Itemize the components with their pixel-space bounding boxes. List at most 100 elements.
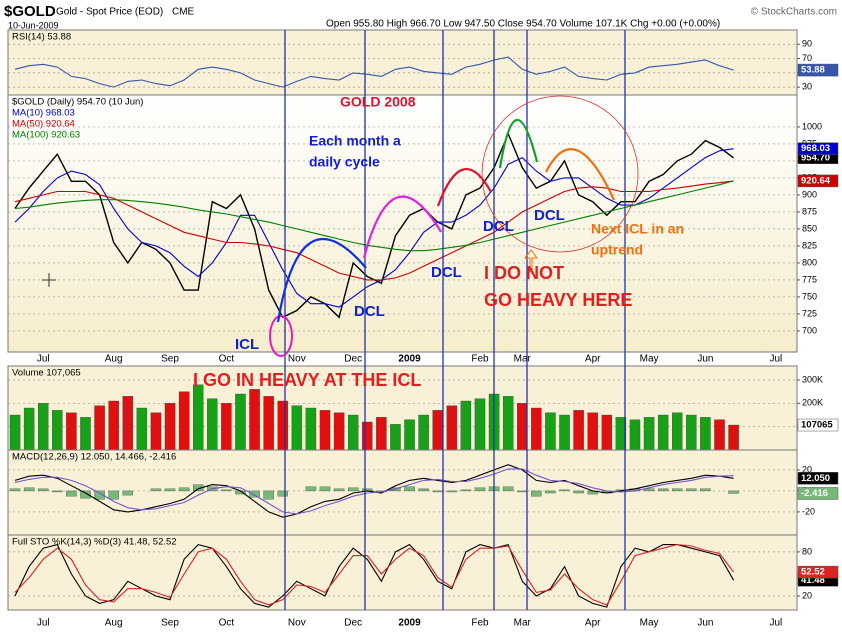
bar: [52, 410, 63, 451]
bar: [601, 414, 613, 451]
bar: [517, 403, 528, 451]
exchange: CME: [172, 7, 195, 18]
icl-circle: [269, 315, 293, 357]
annotation: I DO NOT: [484, 263, 564, 283]
bar: [573, 490, 584, 494]
arrow: [524, 249, 538, 273]
bar: [686, 414, 697, 451]
x-tick-label: Feb: [471, 618, 489, 629]
cycle-arc: [276, 237, 367, 323]
bar: [446, 405, 458, 451]
series-line: [14, 468, 734, 515]
bar: [714, 419, 725, 451]
bar: [164, 403, 176, 451]
x-tick-label: Oct: [219, 354, 235, 365]
bar: [502, 396, 514, 451]
bar: [418, 488, 429, 492]
x-tick-label: Jun: [697, 618, 713, 629]
bar: [474, 398, 486, 451]
bar: [432, 410, 443, 451]
bar: [150, 412, 162, 451]
last-value-label: 954.70: [801, 152, 830, 163]
series-line: [14, 544, 735, 606]
x-tick-label: Apr: [585, 618, 601, 629]
bar: [390, 424, 401, 451]
x-tick-label: Jul: [769, 618, 782, 629]
bar: [207, 398, 218, 451]
cycle-arc: [436, 168, 492, 207]
quote: Open 955.80 High 966.70 Low 947.50 Close…: [326, 19, 720, 30]
legend-text: Volume 107,065: [12, 368, 81, 379]
bar: [277, 490, 288, 497]
y-tick-label: 70: [802, 53, 812, 63]
last-value-box: [797, 63, 839, 77]
bar: [376, 417, 387, 451]
x-tick-label: 2009: [398, 618, 421, 629]
last-value-box: [797, 418, 839, 432]
bar: [80, 417, 91, 451]
y-tick-label: 700: [802, 325, 817, 335]
x-tick-label: Sep: [161, 354, 179, 365]
y-tick-label: 90: [802, 39, 812, 49]
x-tick-label: Nov: [288, 618, 306, 629]
legend-entry: MA(50) 920.64: [12, 119, 75, 130]
bar: [277, 400, 288, 451]
x-tick-label: Dec: [344, 618, 362, 629]
bar: [221, 403, 232, 451]
bar: [150, 488, 162, 492]
series-line: [14, 56, 734, 88]
bar: [9, 414, 21, 451]
y-tick-label: 300K: [802, 374, 823, 384]
last-value-box: [797, 565, 839, 579]
bar: [418, 414, 429, 451]
x-tick-label: Mar: [514, 354, 532, 365]
bar: [460, 489, 472, 492]
bar: [559, 414, 570, 451]
big-circle: [481, 95, 639, 253]
x-tick-label: Jun: [697, 354, 713, 365]
bar: [136, 407, 148, 451]
bar: [178, 391, 190, 451]
bar: [305, 407, 317, 451]
bar: [94, 490, 105, 500]
bar: [517, 490, 528, 493]
bar: [38, 403, 49, 451]
last-value-box: [797, 142, 839, 155]
bar: [9, 488, 21, 492]
bar: [249, 490, 260, 498]
bar: [23, 487, 35, 492]
panel: [7, 29, 798, 96]
bar: [94, 405, 105, 451]
bar: [319, 410, 331, 451]
y-tick-label: 80: [802, 546, 812, 556]
x-tick-label: May: [640, 354, 659, 365]
x-tick-label: Aug: [105, 354, 123, 365]
bar: [249, 389, 260, 451]
y-tick-label: 20: [802, 464, 812, 474]
annotation: ICL: [235, 336, 259, 353]
x-tick-label: Feb: [471, 354, 489, 365]
x-tick-label: Apr: [585, 354, 601, 365]
bar: [446, 490, 458, 493]
y-tick-label: 200K: [802, 398, 823, 408]
bar: [559, 489, 570, 492]
bar: [122, 396, 133, 451]
annotation: I GO IN HEAVY AT THE ICL: [193, 370, 421, 390]
cycle-arc: [545, 148, 615, 201]
panel: [7, 94, 798, 353]
last-value-box: [797, 174, 839, 188]
bar: [657, 488, 669, 492]
bar: [728, 490, 739, 494]
bar: [700, 488, 711, 492]
series-line: [14, 543, 735, 608]
x-tick-label: May: [640, 618, 659, 629]
bar: [531, 407, 542, 451]
bar: [672, 488, 683, 492]
bar: [80, 490, 91, 499]
bar: [333, 412, 345, 451]
bar: [108, 400, 119, 451]
last-value-label: 968.03: [801, 143, 830, 154]
annotation: DCL: [534, 207, 565, 224]
last-value-box: [797, 472, 839, 485]
annotation: uptrend: [591, 242, 643, 258]
